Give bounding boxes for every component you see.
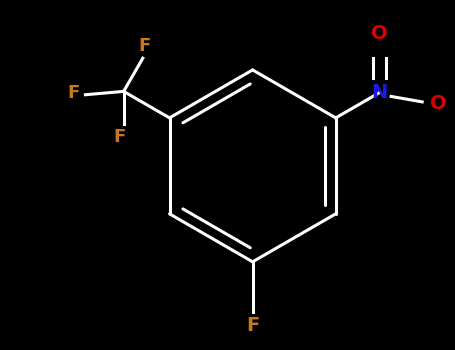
Text: F: F <box>246 316 259 335</box>
Text: O: O <box>371 23 388 42</box>
Text: F: F <box>138 36 151 55</box>
Text: F: F <box>114 128 126 146</box>
Text: F: F <box>68 84 80 102</box>
Text: N: N <box>371 83 387 102</box>
Text: O: O <box>430 94 447 113</box>
